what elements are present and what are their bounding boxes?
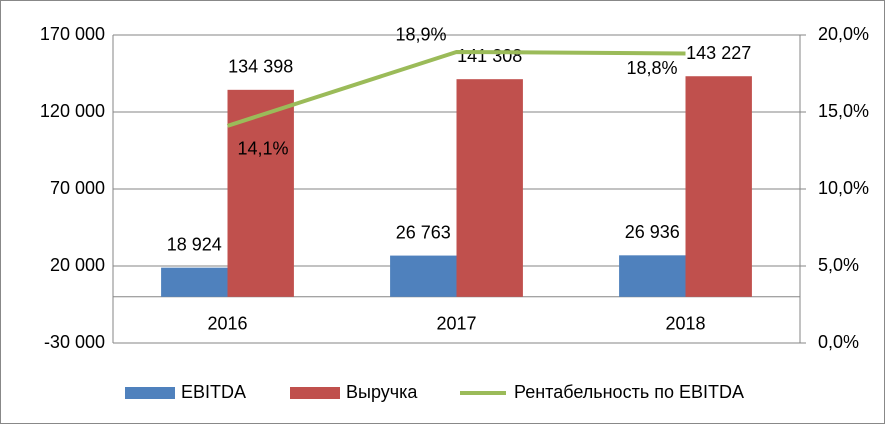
line — [226, 49, 686, 128]
legend-label: EBITDA — [181, 382, 246, 402]
line-value-label: 18,9% — [395, 25, 446, 45]
bar-value-label: 143 227 — [686, 43, 751, 63]
y2-tick-label: 15,0% — [818, 101, 869, 121]
y2-tick-label: 0,0% — [818, 332, 859, 352]
bar — [685, 76, 752, 297]
y-tick-label: 70 000 — [50, 178, 105, 198]
bar — [390, 255, 457, 297]
y-tick-label: 170 000 — [40, 24, 105, 44]
x-tick-label: 2016 — [207, 314, 247, 334]
y-tick-label: 20 000 — [50, 255, 105, 275]
y2-tick-label: 5,0% — [818, 255, 859, 275]
line-value-label: 14,1% — [238, 139, 289, 159]
y-tick-label: 120 000 — [40, 101, 105, 121]
x-tick-label: 2018 — [665, 314, 705, 334]
y2-tick-label: 20,0% — [818, 24, 869, 44]
x-tick-label: 2017 — [436, 314, 476, 334]
legend-swatch — [125, 387, 175, 399]
bar-value-label: 18 924 — [167, 234, 222, 254]
y-tick-label: -30 000 — [44, 332, 105, 352]
legend-label: Рентабельность по EBITDA — [514, 382, 744, 402]
y2-tick-label: 10,0% — [818, 178, 869, 198]
bar-value-label: 26 763 — [396, 222, 451, 242]
bar — [161, 267, 228, 297]
legend-swatch — [290, 387, 340, 399]
bar-value-label: 141 308 — [457, 46, 522, 66]
bar — [619, 255, 686, 297]
bar-value-label: 134 398 — [228, 57, 293, 77]
bar — [456, 79, 523, 297]
bar-value-label: 26 936 — [625, 222, 680, 242]
legend-label: Выручка — [346, 382, 418, 402]
line-value-label: 18,8% — [626, 58, 677, 78]
